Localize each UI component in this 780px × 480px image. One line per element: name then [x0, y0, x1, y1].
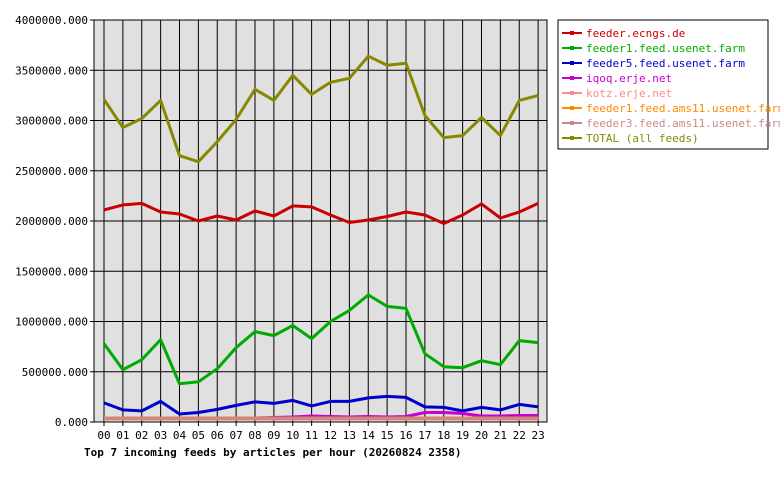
x-tick-label: 15 [381, 429, 394, 442]
x-tick-label: 17 [418, 429, 431, 442]
x-tick-label: 16 [399, 429, 412, 442]
x-tick-label: 07 [230, 429, 243, 442]
legend-marker-0 [570, 31, 574, 35]
y-tick-label: 0.000 [55, 416, 88, 429]
series-lines [102, 54, 539, 421]
legend-label-2: feeder5.feed.usenet.farm [586, 57, 745, 70]
x-tick-label: 01 [116, 429, 129, 442]
legend-label-5: feeder1.feed.ams11.usenet.farm [586, 102, 780, 115]
series-line-1 [102, 293, 539, 386]
x-tick-label: 18 [437, 429, 450, 442]
legend-marker-7 [570, 136, 574, 140]
legend-box [557, 19, 769, 150]
x-tick-label: 14 [362, 429, 376, 442]
x-tick-label: 12 [324, 429, 337, 442]
legend-label-0: feeder.ecngs.de [586, 27, 685, 40]
legend-label-7: TOTAL (all feeds) [586, 132, 699, 145]
series-line-7 [102, 54, 539, 164]
y-tick-label: 1500000.000 [15, 265, 88, 278]
x-tick-label: 00 [97, 429, 110, 442]
legend-marker-3 [570, 76, 574, 80]
x-axis-ticks: 00 01 02 03 04 05 06 07 08 09 10 11 12 13 14 15 16 17 18 19… [97, 422, 545, 442]
y-tick-label: 500000.000 [22, 366, 88, 379]
x-tick-label: 21 [494, 429, 507, 442]
legend-marker-4 [570, 91, 574, 95]
legend-label-4: kotz.erje.net [586, 87, 672, 100]
x-tick-label: 08 [248, 429, 261, 442]
y-tick-label: 2000000.000 [15, 215, 88, 228]
legend-marker-6 [570, 121, 574, 125]
y-tick-label: 4000000.000 [15, 14, 88, 27]
plot-border [93, 19, 548, 423]
chart-title: Top 7 incoming feeds by articles per hou… [84, 446, 462, 459]
series-line-2 [103, 394, 539, 416]
x-tick-label: 22 [513, 429, 526, 442]
x-tick-label: 09 [267, 429, 280, 442]
x-tick-label: 20 [475, 429, 488, 442]
legend-label-6: feeder3.feed.ams11.usenet.farm [586, 117, 780, 130]
x-tick-label: 23 [532, 429, 545, 442]
legend-marker-1 [570, 46, 574, 50]
x-tick-label: 05 [192, 429, 205, 442]
x-tick-label: 10 [286, 429, 299, 442]
x-tick-label: 06 [211, 429, 224, 442]
x-tick-label: 19 [456, 429, 469, 442]
legend-label-1: feeder1.feed.usenet.farm [586, 42, 745, 55]
y-tick-label: 1000000.000 [15, 316, 88, 329]
legend-label-3: iqoq.erje.net [586, 72, 672, 85]
x-tick-label: 02 [135, 429, 148, 442]
y-tick-label: 3500000.000 [15, 64, 88, 77]
x-tick-label: 11 [305, 429, 318, 442]
legend-marker-5 [570, 106, 574, 110]
legend-marker-2 [570, 61, 574, 65]
y-tick-label: 2500000.000 [15, 165, 88, 178]
y-axis-ticks: 0.000 500000.000 1000000.000 1500000.000 200… [15, 14, 94, 429]
y-tick-label: 3000000.000 [15, 115, 88, 128]
x-tick-label: 04 [173, 429, 187, 442]
x-tick-label: 03 [154, 429, 167, 442]
x-tick-label: 13 [343, 429, 356, 442]
legend: feeder.ecngs.de feeder1.feed.usenet.farm f… [557, 19, 780, 150]
series-line-0 [103, 201, 539, 225]
